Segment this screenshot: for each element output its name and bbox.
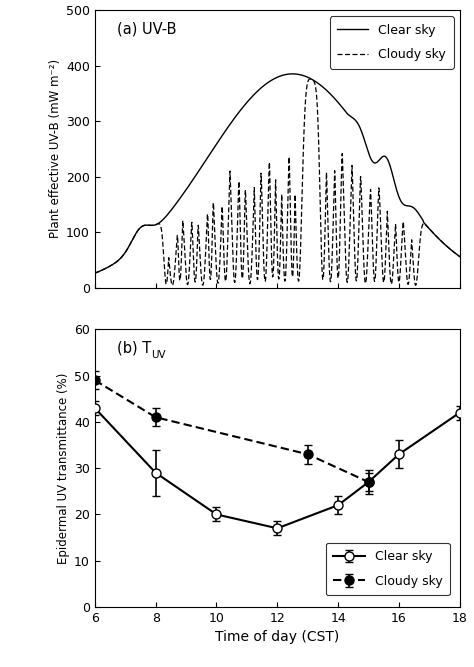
- Clear sky: [92, 269, 98, 277]
- Cloudy sky: [292, 229, 297, 237]
- Clear sky: [292, 70, 297, 78]
- Line: Clear sky: Clear sky: [95, 74, 460, 273]
- X-axis label: Time of day (CST): Time of day (CST): [215, 630, 339, 644]
- Cloudy sky: [308, 75, 313, 83]
- Y-axis label: Plant effective UV-B (mW m⁻²): Plant effective UV-B (mW m⁻²): [49, 59, 62, 238]
- Clear sky: [140, 221, 146, 229]
- Legend: Clear sky, Cloudy sky: Clear sky, Cloudy sky: [329, 16, 454, 69]
- Cloudy sky: [215, 279, 220, 287]
- Clear sky: [250, 91, 256, 99]
- Y-axis label: Epidermal UV transmittance (%): Epidermal UV transmittance (%): [57, 372, 70, 564]
- Clear sky: [154, 221, 159, 229]
- Text: (b) T: (b) T: [117, 340, 151, 356]
- Cloudy sky: [284, 248, 290, 256]
- Legend: Clear sky, Cloudy sky: Clear sky, Cloudy sky: [326, 543, 450, 595]
- Text: UV: UV: [151, 350, 166, 360]
- Cloudy sky: [413, 281, 419, 289]
- Clear sky: [290, 70, 295, 78]
- Line: Cloudy sky: Cloudy sky: [95, 79, 460, 285]
- Clear sky: [215, 138, 220, 146]
- Clear sky: [284, 71, 290, 79]
- Cloudy sky: [250, 221, 256, 229]
- Cloudy sky: [154, 221, 159, 229]
- Cloudy sky: [92, 269, 98, 277]
- Text: (a) UV-B: (a) UV-B: [117, 21, 176, 36]
- Cloudy sky: [140, 221, 146, 229]
- Cloudy sky: [457, 253, 463, 261]
- Clear sky: [457, 253, 463, 261]
